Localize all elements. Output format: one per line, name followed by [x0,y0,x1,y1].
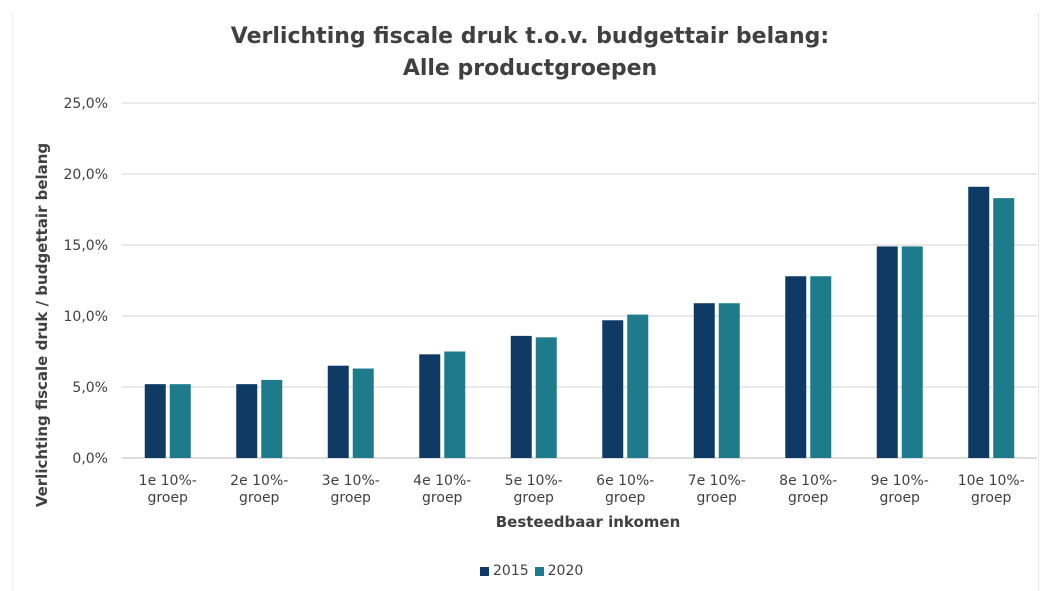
x-tick-label: groep [331,490,372,506]
bar-2020 [261,379,283,458]
y-tick-label: 0,0% [72,451,108,467]
y-tick-label: 5,0% [72,380,108,396]
bar-2020 [169,384,191,458]
x-tick-label: 4e 10%- [413,473,471,489]
x-tick-label: 9e 10%- [871,473,929,489]
legend-label-2015: 2015 [493,563,529,579]
bar-2015 [602,320,624,458]
x-tick-label: 2e 10%- [230,473,288,489]
x-tick-label: 10e 10%- [958,473,1025,489]
legend-item-2015: 2015 [480,563,529,579]
bar-2020 [718,303,740,458]
x-tick-label: groep [605,490,646,506]
x-tick-label: 1e 10%- [139,473,197,489]
bar-2020 [993,198,1015,458]
x-tick-label: groep [880,490,921,506]
frame-left-border [12,12,13,591]
bar-2020 [444,351,466,458]
bar-2015 [785,276,807,458]
bar-2015 [968,186,990,458]
bar-2015 [510,335,532,458]
y-tick-label: 20,0% [64,167,108,183]
bar-2020 [352,368,374,458]
bar-2015 [327,365,349,458]
x-tick-label: groep [514,490,555,506]
x-tick-label: groep [788,490,829,506]
x-tick-label: groep [239,490,280,506]
chart-title-line-1: Verlichting fiscale druk t.o.v. budgetta… [230,24,830,49]
x-axis-label: Besteedbaar inkomen [495,513,681,531]
chart-title-line-2: Alle productgroepen [402,56,658,81]
x-tick-label: 7e 10%- [688,473,746,489]
y-tick-label: 25,0% [64,96,108,112]
bar-2020 [810,276,832,458]
bar-2015 [144,384,166,458]
x-tick-label: 6e 10%- [596,473,654,489]
x-tick-label: 8e 10%- [779,473,837,489]
x-tick-label: 3e 10%- [322,473,380,489]
x-tick-label: groep [422,490,463,506]
y-tick-label: 10,0% [64,309,108,325]
bar-2020 [627,314,649,458]
legend: 2015 2020 [480,563,589,579]
bar-2020 [535,337,557,458]
bar-2020 [901,246,923,458]
legend-label-2020: 2020 [547,563,584,579]
x-tick-label: 5e 10%- [505,473,563,489]
legend-item-2020: 2020 [534,563,584,579]
frame-right-border [1038,12,1039,591]
bar-2015 [876,246,898,458]
x-tick-label: groep [697,490,738,506]
bar-2015 [693,303,715,458]
x-tick-label: groep [148,490,189,506]
x-tick-label: groep [971,490,1012,506]
bar-2015 [419,354,441,458]
legend-swatch-2015 [480,566,489,576]
legend-swatch-2020 [534,566,544,576]
bar-2015 [236,384,258,458]
y-tick-label: 15,0% [64,238,108,254]
